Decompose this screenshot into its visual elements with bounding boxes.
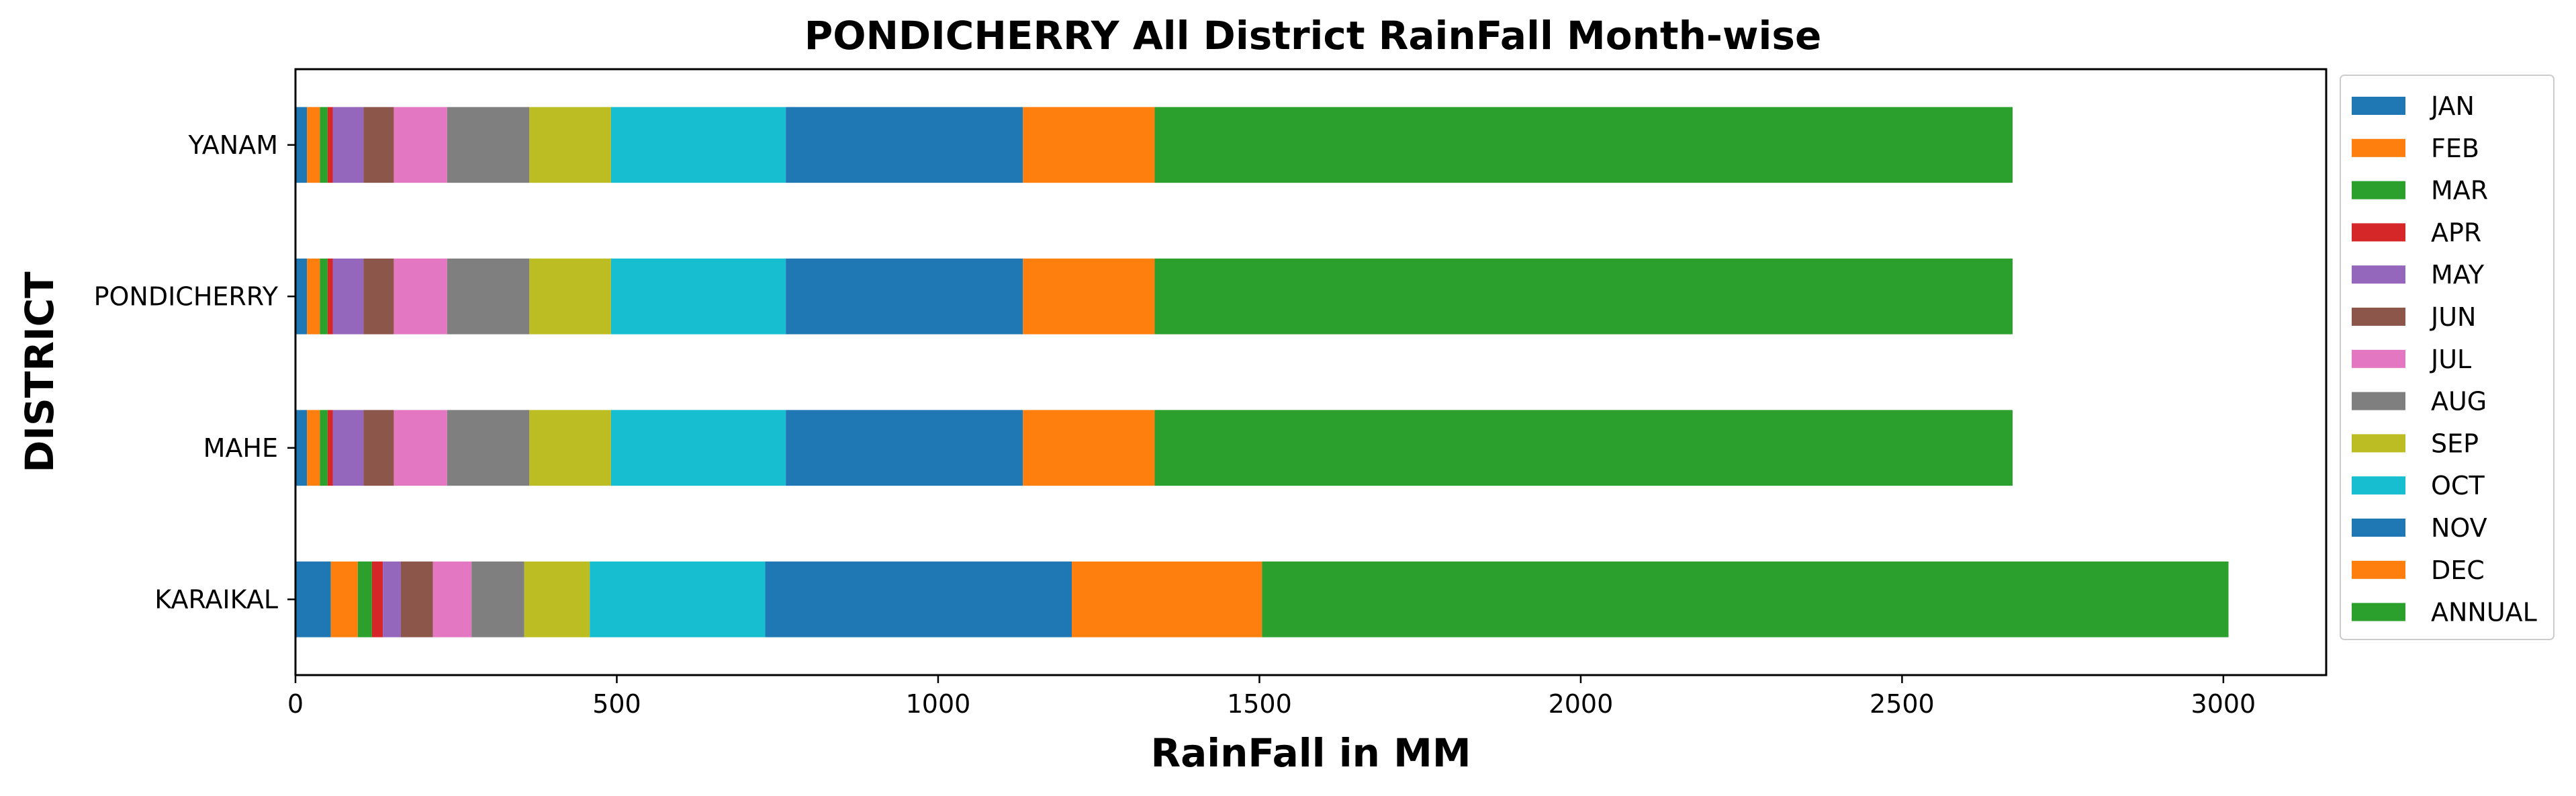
bar-segment-mahe-jul [394,410,447,486]
legend-label-oct: OCT [2431,471,2485,500]
bar-segment-karaikal-jun [400,561,433,637]
bar-segment-yanam-jul [394,107,447,183]
plot-frame [294,68,2328,676]
legend-frame [2340,75,2555,640]
legend-swatch-may [2352,265,2405,284]
legend-label-feb: FEB [2431,134,2479,163]
bar-segment-pondicherry-mar [320,258,328,335]
legend-swatch-sep [2352,434,2405,453]
y-tick-label: PONDICHERRY [94,281,279,311]
legend-swatch-dec [2352,560,2405,579]
legend-label-mar: MAR [2431,176,2488,206]
bar-segment-yanam-mar [320,107,328,183]
bar-segment-karaikal-jan [295,561,331,637]
legend-label-nov: NOV [2431,513,2487,543]
legend-swatch-oct [2352,476,2405,495]
bar-segment-karaikal-feb [330,561,358,637]
legend-label-annual: ANNUAL [2431,598,2537,627]
y-tick-label: MAHE [203,433,278,463]
legend-label-apr: APR [2431,218,2481,247]
bar-segment-mahe-dec [1023,410,1155,486]
bar-segment-pondicherry-oct [610,258,786,335]
bars-group [295,107,2229,637]
y-tick-label: YANAM [188,130,278,160]
legend-label-jul: JUL [2430,345,2471,374]
legend-label-jan: JAN [2430,91,2475,121]
bar-segment-karaikal-annual [1262,561,2229,637]
bar-segment-karaikal-oct [590,561,766,637]
bar-segment-pondicherry-annual [1154,258,2013,335]
bar-segment-yanam-nov [786,107,1023,183]
bar-segment-pondicherry-jan [295,258,308,335]
x-axis-label: RainFall in MM [1150,730,1471,776]
bar-segment-pondicherry-jun [363,258,394,335]
x-tick-label: 500 [592,689,641,719]
bar-segment-karaikal-aug [471,561,524,637]
legend-swatch-aug [2352,392,2405,410]
legend-swatch-nov [2352,519,2405,537]
bar-segment-mahe-annual [1154,410,2013,486]
chart-title: PONDICHERRY All District RainFall Month-… [804,13,1822,58]
x-tick-label: 3000 [2191,689,2256,719]
bar-segment-yanam-sep [529,107,611,183]
bar-segment-yanam-annual [1154,107,2013,183]
bar-segment-mahe-mar [320,410,328,486]
bar-segment-karaikal-mar [357,561,372,637]
x-tick-label: 1000 [906,689,971,719]
bar-segment-karaikal-nov [765,561,1072,637]
bar-segment-mahe-aug [447,410,530,486]
bar-segment-yanam-may [332,107,364,183]
legend-swatch-annual [2352,603,2405,621]
legend-label-aug: AUG [2431,387,2487,416]
bar-segment-mahe-apr [327,410,333,486]
legend-label-dec: DEC [2431,556,2485,585]
bar-segment-karaikal-dec [1072,561,1262,637]
bar-segment-pondicherry-aug [447,258,530,335]
bar-segment-pondicherry-jul [394,258,447,335]
x-tick-label: 1500 [1227,689,1292,719]
legend-swatch-feb [2352,138,2405,157]
legend: JAN FEB MAR APR MAY JUN JUL AUG SEP OCT NOV DEC ANNU… [2340,75,2555,640]
bar-segment-mahe-may [332,410,364,486]
y-axis-ticks: KARAIKAL MAHE PONDICHERRY YANAM [94,130,295,614]
bar-segment-yanam-oct [610,107,786,183]
bar-segment-karaikal-sep [524,561,590,637]
bar-segment-pondicherry-feb [307,258,320,335]
bar-segment-yanam-dec [1023,107,1155,183]
bar-segment-yanam-aug [447,107,530,183]
bar-segment-karaikal-apr [371,561,383,637]
legend-label-may: MAY [2431,260,2485,290]
x-tick-label: 0 [287,689,304,719]
bar-segment-mahe-oct [610,410,786,486]
bar-segment-karaikal-may [383,561,401,637]
legend-swatch-apr [2352,223,2405,242]
legend-swatch-mar [2352,181,2405,200]
bar-segment-pondicherry-dec [1023,258,1155,335]
bar-segment-pondicherry-may [332,258,364,335]
bar-segment-yanam-apr [327,107,333,183]
bar-segment-pondicherry-sep [529,258,611,335]
bar-segment-mahe-nov [786,410,1023,486]
x-tick-label: 2000 [1549,689,1614,719]
x-axis-ticks: 0 500 1000 1500 2000 2500 3000 [287,675,2256,719]
bar-segment-yanam-jan [295,107,308,183]
x-tick-label: 2500 [1870,689,1935,719]
y-tick-label: KARAIKAL [154,584,278,614]
legend-swatch-jan [2352,97,2405,115]
legend-swatch-jun [2352,308,2405,326]
bar-segment-pondicherry-apr [327,258,333,335]
bar-segment-mahe-jun [363,410,394,486]
bar-segment-mahe-sep [529,410,611,486]
legend-label-jun: JUN [2430,302,2476,332]
legend-swatch-jul [2352,349,2405,368]
bar-segment-mahe-jan [295,410,308,486]
y-axis-label: DISTRICT [17,271,62,473]
bar-segment-karaikal-jul [432,561,472,637]
bar-segment-mahe-feb [307,410,320,486]
legend-label-sep: SEP [2431,429,2479,458]
bar-segment-yanam-feb [307,107,320,183]
bar-segment-yanam-jun [363,107,394,183]
bar-segment-pondicherry-nov [786,258,1023,335]
